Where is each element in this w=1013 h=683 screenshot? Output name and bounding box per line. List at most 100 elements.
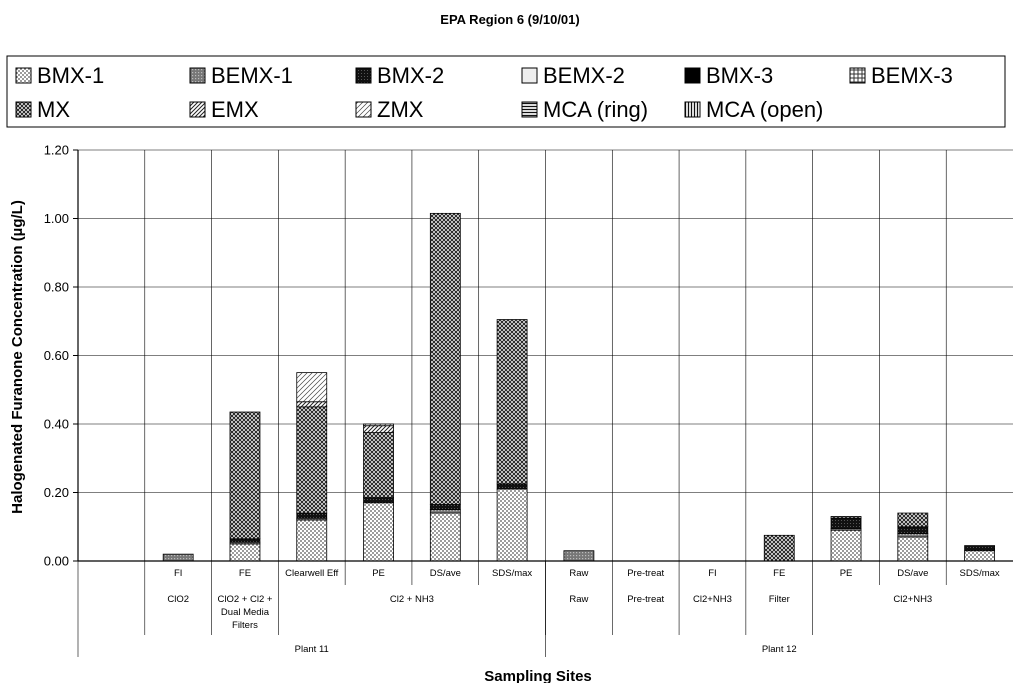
legend-swatch (849, 67, 866, 84)
legend-swatch (355, 67, 372, 84)
legend: BMX-1 BEMX-1 BMX-2 BEMX-2 BMX-3 BEMX-3 MX EMX ZM… (15, 63, 953, 122)
x-category-label: Pre-treat (627, 568, 664, 579)
legend-item-mx: MX (15, 97, 70, 122)
x-category-label: PE (840, 568, 853, 579)
group-label: ClO2 (167, 594, 189, 605)
bar-segment-bemx-1 (897, 533, 929, 538)
legend-swatch (684, 67, 701, 84)
bar-segment-bmx-1 (429, 512, 461, 562)
legend-item-bemx-3: BEMX-3 (849, 63, 953, 88)
legend-label: BMX-1 (37, 63, 104, 88)
x-category-label: FI (708, 568, 716, 579)
bar-segment-zmx (363, 423, 394, 427)
y-tick-label: 0.40 (44, 417, 69, 432)
x-category-labels: FI FE Clearwell Eff PE DS/ave SDS/max Raw Pre-t… (167, 568, 1000, 655)
x-category-label: FI (174, 568, 182, 579)
plant-label: Plant 11 (295, 644, 329, 655)
gridlines (78, 149, 1013, 561)
legend-label: BMX-3 (706, 63, 773, 88)
legend-swatch (355, 101, 372, 118)
group-label: Raw (569, 594, 588, 605)
bar-segment-mx (429, 212, 461, 505)
y-tick-label: 0.00 (44, 554, 69, 569)
bar-segment-bmx-2 (229, 538, 261, 543)
legend-swatch (521, 67, 538, 84)
x-category-label: PE (372, 568, 385, 579)
bar-segment-bemx-1 (429, 509, 461, 514)
chart-title: EPA Region 6 (9/10/01) (440, 12, 579, 27)
bar-segment-bmx-1 (897, 536, 929, 562)
legend-label: BEMX-3 (871, 63, 953, 88)
legend-label: BEMX-2 (543, 63, 625, 88)
x-category-label: DS/ave (430, 568, 461, 579)
legend-label: ZMX (377, 97, 424, 122)
legend-swatch (189, 101, 206, 118)
bar-segment-bmx-2 (897, 526, 929, 534)
x-category-label: Clearwell Eff (285, 568, 339, 579)
bar-segment-zmx (296, 372, 328, 403)
y-tick-label: 1.20 (44, 143, 69, 158)
y-axis-title: Halogenated Furanone Concentration (µg/L… (9, 200, 26, 514)
bar-segment-bemx-1 (162, 553, 194, 562)
group-label: Cl2+NH3 (693, 594, 732, 605)
bars (162, 212, 996, 562)
bar-segment-mx (229, 411, 261, 540)
x-category-label: SDS/max (960, 568, 1000, 579)
bar-segment-bmx-2 (429, 504, 461, 511)
bar-segment-bmx-1 (363, 502, 394, 562)
legend-swatch (189, 67, 206, 84)
legend-item-bmx-1: BMX-1 (15, 63, 104, 88)
group-label-line: Filters (232, 620, 258, 631)
bar-segment-mx (496, 319, 528, 485)
y-tick-label: 0.20 (44, 485, 69, 500)
legend-label: BMX-2 (377, 63, 444, 88)
bar-segment-emx (296, 401, 328, 408)
y-tick-labels: 0.00 0.20 0.40 0.60 0.80 1.00 1.20 (44, 143, 69, 569)
legend-item-emx: EMX (189, 97, 259, 122)
group-label-line: Dual Media (221, 607, 270, 618)
x-category-label: DS/ave (897, 568, 928, 579)
x-axis-title: Sampling Sites (484, 668, 592, 683)
legend-label: MCA (open) (706, 97, 823, 122)
bar-segment-mx (763, 534, 795, 562)
plant-label: Plant 12 (762, 644, 797, 655)
legend-label: MX (37, 97, 70, 122)
bar-segment-mx (363, 432, 394, 499)
legend-swatch (684, 101, 701, 118)
legend-item-bemx-2: BEMX-2 (521, 63, 625, 88)
group-label: Filter (769, 594, 790, 605)
bar-segment-emx (363, 425, 394, 433)
legend-label: EMX (211, 97, 259, 122)
bar-segment-bmx-1 (830, 529, 862, 562)
legend-item-bmx-2: BMX-2 (355, 63, 444, 88)
bar-segment-bmx-2 (964, 545, 996, 552)
legend-swatch (521, 101, 538, 118)
bar-segment-mx (296, 406, 328, 514)
group-label: Cl2 + NH3 (390, 594, 434, 605)
bar-segment-bmx-2 (296, 512, 328, 519)
bar-segment-bemx-1 (563, 550, 595, 562)
legend-item-mca-open: MCA (open) (684, 97, 823, 122)
y-tick-label: 0.80 (44, 280, 69, 295)
legend-label: BEMX-1 (211, 63, 293, 88)
legend-box (6, 55, 1006, 128)
bar-segment-bmx-1 (496, 488, 528, 562)
legend-label: MCA (ring) (543, 97, 648, 122)
legend-item-zmx: ZMX (355, 97, 424, 122)
group-label-line: ClO2 + Cl2 + (218, 594, 273, 605)
legend-item-mca-ring: MCA (ring) (521, 97, 648, 122)
legend-swatch (15, 67, 32, 84)
bar-segment-mx (830, 516, 862, 519)
bar-segment-bmx-2 (496, 483, 528, 490)
group-label: Pre-treat (627, 594, 664, 605)
bar-segment-bmx-1 (964, 550, 996, 562)
axes (73, 149, 1013, 657)
y-tick-label: 1.00 (44, 211, 69, 226)
bar-segment-bmx-2 (363, 497, 394, 504)
y-tick-label: 0.60 (44, 348, 69, 363)
bar-segment-bmx-2 (830, 517, 862, 529)
x-category-label: FE (773, 568, 785, 579)
bar-segment-bmx-1 (296, 519, 328, 562)
x-category-label: SDS/max (492, 568, 532, 579)
